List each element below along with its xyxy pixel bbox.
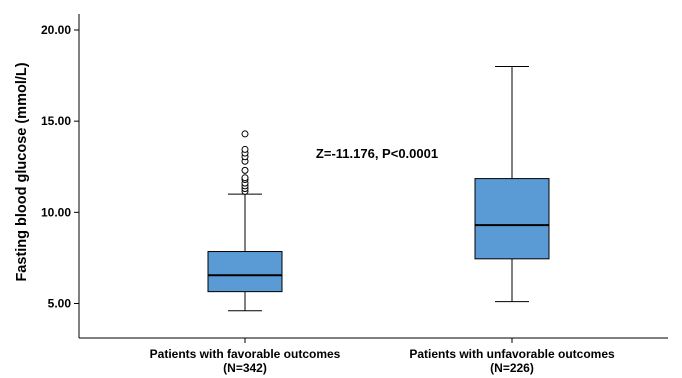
x-category-count-label: (N=226) bbox=[490, 361, 534, 375]
statistic-annotation: Z=-11.176, P<0.0001 bbox=[316, 146, 438, 161]
outlier-point bbox=[241, 174, 249, 182]
iqr-box bbox=[474, 178, 550, 260]
iqr-box bbox=[207, 251, 283, 293]
x-category-label: Patients with favorable outcomes bbox=[150, 347, 341, 361]
y-tick-label: 20.00 bbox=[41, 23, 71, 37]
x-category-label: Patients with unfavorable outcomes bbox=[409, 347, 615, 361]
outlier-point bbox=[241, 145, 249, 153]
y-tick-label: 5.00 bbox=[48, 297, 72, 311]
y-axis-label: Fasting blood glucose (mmol/L) bbox=[14, 62, 30, 281]
boxes bbox=[207, 65, 550, 312]
y-tick-label: 15.00 bbox=[41, 114, 71, 128]
y-tick-label: 10.00 bbox=[41, 205, 71, 219]
outlier-point bbox=[241, 166, 249, 174]
x-category-count-label: (N=342) bbox=[223, 361, 267, 375]
outlier-point bbox=[241, 130, 249, 138]
axes: 5.00 10.00 15.00 20.00 Patients with favorab… bbox=[41, 14, 668, 375]
